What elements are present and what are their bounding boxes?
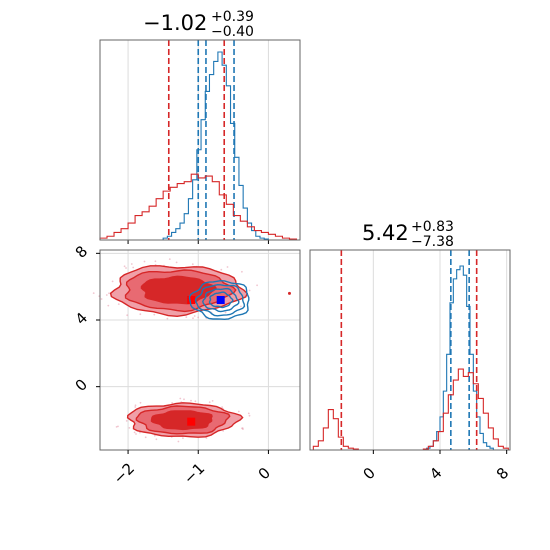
scatter-point (190, 399, 192, 402)
scatter-point (154, 260, 157, 263)
scatter-point (126, 314, 129, 317)
scatter-point (115, 426, 118, 428)
histogram-series-1 (312, 368, 509, 451)
scatter-point (240, 305, 242, 308)
scatter-point (221, 406, 224, 408)
scatter-point (242, 428, 244, 430)
scatter-point (100, 298, 103, 300)
scatter-point (153, 313, 156, 316)
x-tick-label: 8 (493, 464, 512, 483)
y-tick-label: 8 (72, 242, 91, 261)
scatter-point (155, 438, 158, 441)
scatter-point (139, 313, 142, 316)
contour-level (202, 287, 240, 313)
title-plus: +0.39 (211, 9, 254, 25)
scatter-point (220, 268, 223, 271)
title-plus: +0.83 (411, 219, 454, 235)
scatter-point (179, 397, 182, 400)
x-tick-label: −1 (180, 459, 208, 487)
scatter-point (139, 431, 141, 434)
title-median: 5.42 (362, 221, 409, 245)
best-fit-marker (216, 296, 225, 304)
scatter-point (287, 291, 291, 295)
scatter-point (211, 400, 214, 402)
best-fit-marker (187, 296, 196, 304)
scatter-point (222, 430, 225, 432)
panel-top-left-histogram (99, 39, 301, 244)
scatter-point (108, 292, 110, 295)
scatter-point (182, 437, 184, 439)
scatter-point (171, 402, 174, 404)
x-tick-label: 0 (255, 464, 274, 483)
scatter-point (168, 258, 171, 260)
scatter-point (125, 267, 127, 269)
title-bottom-right: 5.42 +0.83 −7.38 (362, 219, 454, 250)
scatter-point (144, 436, 147, 439)
scatter-point (226, 266, 229, 268)
panel-frame (99, 249, 301, 451)
scatter-point (134, 404, 137, 407)
x-tick-label: 4 (426, 464, 445, 483)
x-tick-label: 0 (359, 464, 378, 483)
scatter-point (139, 401, 142, 404)
scatter-point (197, 316, 200, 319)
scatter-point (191, 263, 194, 266)
scatter-point (117, 425, 119, 428)
scatter-point (237, 410, 240, 413)
scatter-point (248, 414, 251, 417)
y-tick-label: 4 (72, 309, 91, 328)
histogram-series-0 (426, 265, 494, 450)
scatter-point (134, 406, 137, 408)
scatter-point (130, 263, 133, 265)
scatter-point (194, 400, 197, 403)
best-fit-marker (187, 417, 196, 426)
scatter-point (208, 401, 211, 404)
y-tick-label: 0 (72, 376, 91, 395)
scatter-point (92, 292, 95, 294)
contour-level (188, 279, 250, 321)
contour-level (208, 291, 234, 309)
scatter-point (185, 316, 188, 318)
scatter-point (125, 420, 128, 422)
histogram-series-0 (162, 51, 269, 240)
scatter-point (153, 434, 156, 437)
title-minus: −7.38 (411, 234, 454, 250)
contour-level (194, 283, 246, 317)
scatter-point (177, 440, 180, 443)
scatter-point (192, 317, 194, 320)
scatter-point (123, 265, 126, 268)
scatter-point (105, 294, 108, 296)
scatter-point (205, 437, 208, 439)
scatter-point (256, 284, 258, 287)
panel-frame (309, 249, 511, 451)
scatter-point (107, 304, 110, 307)
x-tick-label: −2 (110, 459, 138, 487)
scatter-point (241, 270, 243, 273)
title-minus: −0.40 (211, 24, 254, 40)
panel-bottom-right-histogram: 0 4 8 (309, 249, 512, 483)
contour-level (150, 410, 213, 431)
scatter-point (128, 427, 131, 429)
scatter-point (132, 266, 135, 269)
scatter-point (166, 317, 169, 320)
title-median: −1.02 (143, 11, 207, 35)
panel-bottom-left-contour: −2 −1 0 0 4 8 (72, 242, 301, 488)
scatter-point (183, 398, 185, 401)
title-top-left: −1.02 +0.39 −0.40 (143, 9, 254, 40)
scatter-point (193, 315, 196, 317)
scatter-point (117, 303, 120, 305)
histogram-series-1 (99, 173, 298, 240)
scatter-point (111, 280, 114, 283)
scatter-point (224, 311, 227, 314)
scatter-point (133, 431, 136, 434)
scatter-point (135, 433, 137, 435)
scatter-point (248, 289, 251, 292)
scatter-point (143, 260, 146, 263)
scatter-point (175, 261, 178, 264)
scatter-point (247, 412, 250, 415)
panel-frame (99, 39, 301, 241)
